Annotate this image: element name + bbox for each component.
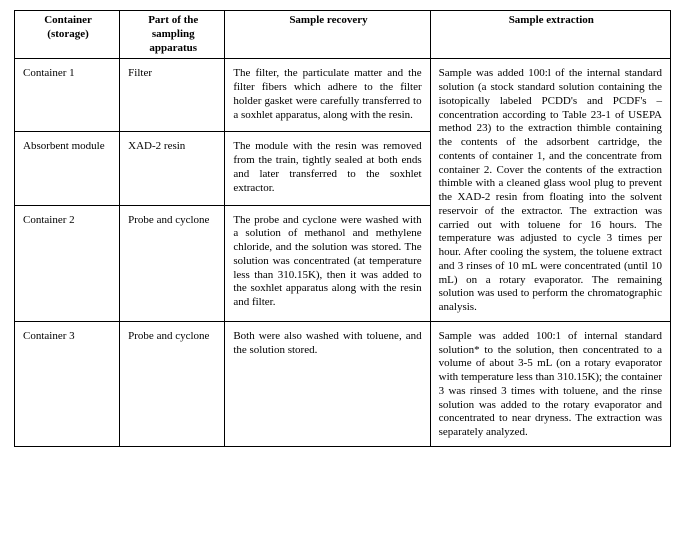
header-extraction: Sample extraction [430, 11, 670, 59]
table-row: Container 3 Probe and cyclone Both were … [15, 321, 671, 446]
cell-extraction: Sample was added 100:1 of internal stand… [430, 321, 670, 446]
header-recovery: Sample recovery [225, 11, 430, 59]
table-row: Container 1 Filter The filter, the parti… [15, 59, 671, 132]
header-container: Container (storage) [15, 11, 120, 59]
header-part: Part of the sampling apparatus [120, 11, 225, 59]
cell-container: Absorbent module [15, 132, 120, 205]
cell-recovery: Both were also washed with toluene, and … [225, 321, 430, 446]
cell-part: XAD-2 resin [120, 132, 225, 205]
cell-part: Probe and cyclone [120, 321, 225, 446]
header-row: Container (storage) Part of the sampling… [15, 11, 671, 59]
cell-container: Container 1 [15, 59, 120, 132]
page: Container (storage) Part of the sampling… [0, 0, 685, 539]
cell-part: Probe and cyclone [120, 205, 225, 321]
cell-container: Container 3 [15, 321, 120, 446]
cell-recovery: The filter, the particulate matter and t… [225, 59, 430, 132]
cell-recovery: The module with the resin was removed fr… [225, 132, 430, 205]
cell-extraction-merged: Sample was added 100:l of the internal s… [430, 59, 670, 322]
cell-recovery: The probe and cyclone were washed with a… [225, 205, 430, 321]
sample-table: Container (storage) Part of the sampling… [14, 10, 671, 447]
cell-part: Filter [120, 59, 225, 132]
cell-container: Container 2 [15, 205, 120, 321]
